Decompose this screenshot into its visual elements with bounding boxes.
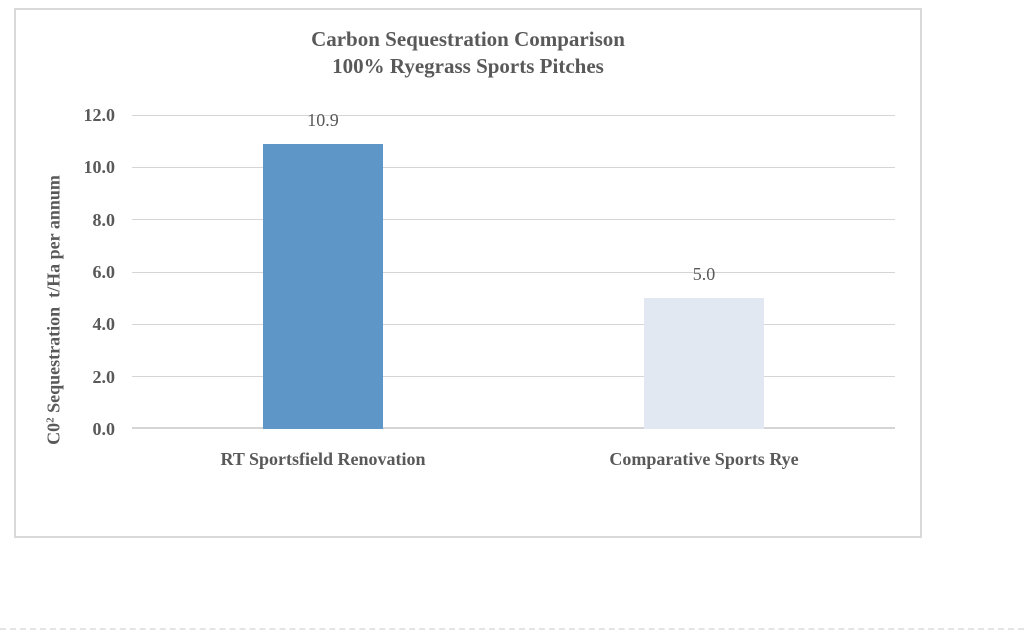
x-axis-line	[132, 427, 895, 429]
bar-rt-sportsfield-renovation	[263, 144, 383, 429]
x-category-label-rt-sportsfield-renovation: RT Sportsfield Renovation	[220, 449, 426, 469]
y-tick-label-10.0: 10.0	[83, 157, 116, 177]
x-axis-labels: RT Sportsfield Renovation Comparative Spo…	[132, 448, 895, 476]
gridline-12.0	[132, 115, 895, 116]
gridline-8.0	[132, 219, 895, 220]
y-tick-label-2.0: 2.0	[92, 367, 116, 387]
y-tick-label-12.0: 12.0	[83, 105, 116, 125]
bar-comparative-sports-rye	[644, 298, 764, 429]
plot-area: 10.9 5.0	[132, 111, 895, 429]
gridline-4.0	[132, 324, 895, 325]
gridline-6.0	[132, 272, 895, 273]
x-category-label-comparative-sports-rye: Comparative Sports Rye	[609, 449, 799, 469]
bar-value-label-comparative-sports-rye: 5.0	[692, 264, 716, 284]
y-tick-label-8.0: 8.0	[92, 210, 116, 230]
chart-title: Carbon Sequestration Comparison 100% Rye…	[16, 26, 920, 80]
bar-value-label-rt-sportsfield-renovation: 10.9	[307, 110, 339, 130]
page-break-dashed-line	[0, 628, 1024, 630]
gridline-2.0	[132, 376, 895, 377]
y-tick-label-4.0: 4.0	[92, 314, 116, 334]
gridline-10.0	[132, 167, 895, 168]
chart-frame: Carbon Sequestration Comparison 100% Rye…	[14, 8, 922, 538]
y-axis-tick-labels: 0.0 2.0 4.0 6.0 8.0 10.0 12.0	[16, 105, 116, 439]
chart-title-line1: Carbon Sequestration Comparison	[311, 27, 625, 51]
y-tick-label-0.0: 0.0	[92, 419, 116, 439]
y-tick-label-6.0: 6.0	[92, 262, 116, 282]
chart-title-line2: 100% Ryegrass Sports Pitches	[332, 54, 604, 78]
